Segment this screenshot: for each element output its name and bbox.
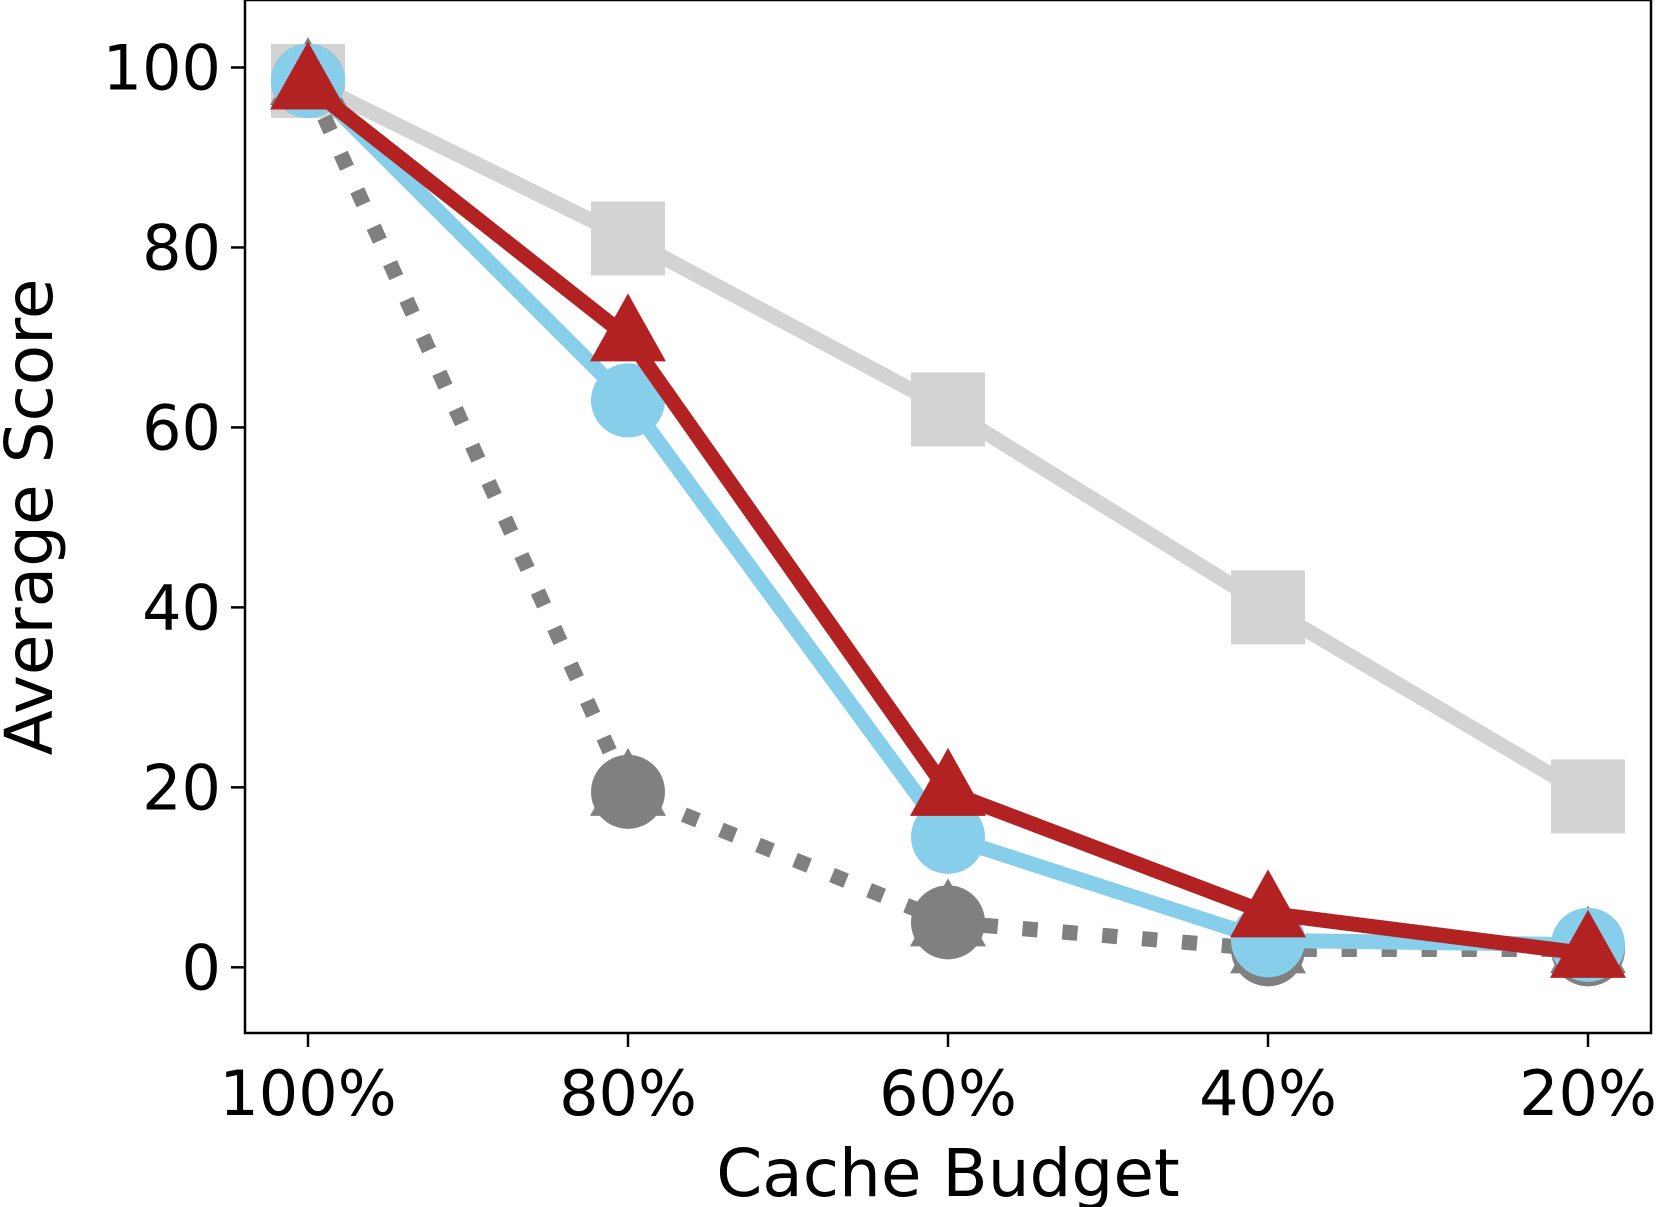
- x-tick-label: 40%: [1199, 1057, 1337, 1130]
- series-3: [271, 43, 1625, 982]
- data-point-triangle: [1550, 909, 1626, 978]
- data-point-circle: [591, 754, 665, 829]
- x-tick-label: 20%: [1519, 1057, 1657, 1130]
- x-tick-label: 60%: [879, 1057, 1017, 1130]
- series-layer: [270, 36, 1626, 987]
- data-point-square: [591, 201, 665, 276]
- x-tick-label: 100%: [219, 1057, 396, 1130]
- series-0: [271, 43, 1625, 834]
- x-tick-label: 80%: [559, 1057, 697, 1130]
- y-tick-label: 20: [142, 751, 221, 824]
- data-point-circle: [591, 363, 665, 438]
- data-point-triangle: [270, 41, 346, 110]
- y-tick-label: 80: [142, 211, 221, 284]
- data-point-square: [911, 372, 985, 447]
- ticks-layer: 100% 80% 60% 40% 20% 0 20 40 60 80 100: [103, 31, 1657, 1130]
- data-point-circle: [911, 885, 985, 960]
- x-axis-label: Cache Budget: [716, 1135, 1180, 1207]
- y-tick-label: 60: [142, 391, 221, 464]
- y-tick-label: 40: [142, 571, 221, 644]
- y-tick-label: 100: [103, 31, 221, 104]
- data-point-circle: [911, 799, 985, 874]
- y-tick-label: 0: [182, 931, 221, 1004]
- series-4: [270, 41, 1626, 978]
- data-point-square: [1231, 570, 1305, 645]
- data-point-triangle: [590, 293, 666, 362]
- y-axis-label: Average Score: [0, 279, 68, 756]
- data-point-triangle: [910, 747, 986, 816]
- data-point-triangle: [1230, 869, 1306, 938]
- data-point-square: [1551, 759, 1625, 834]
